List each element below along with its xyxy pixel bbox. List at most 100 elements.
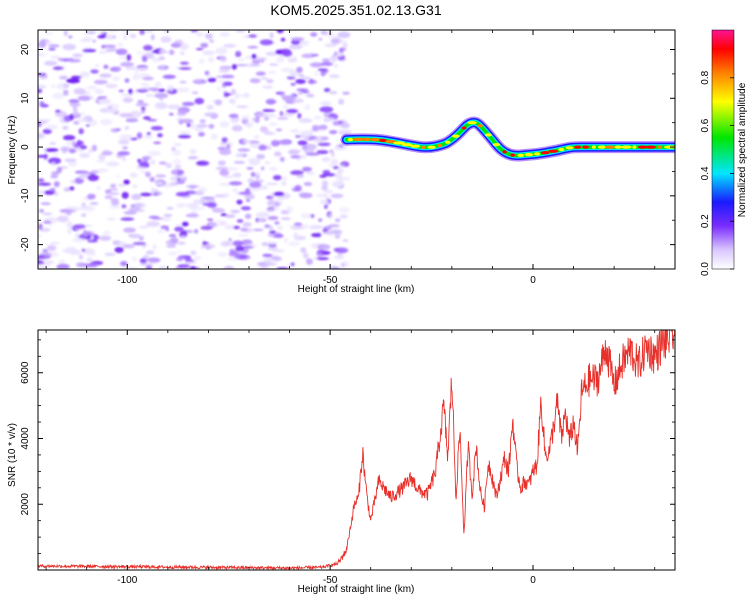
noise-blob xyxy=(219,182,231,187)
noise-blob xyxy=(296,66,303,73)
noise-blob xyxy=(296,41,310,44)
noise-blob xyxy=(313,115,322,120)
noise-blob xyxy=(107,192,120,196)
ridge-hotspot xyxy=(540,151,550,155)
noise-blob xyxy=(131,90,139,94)
noise-blob xyxy=(105,83,118,89)
noise-blob xyxy=(288,241,301,246)
noise-blob xyxy=(329,74,340,78)
noise-blob xyxy=(149,176,155,183)
noise-blob xyxy=(176,257,184,262)
noise-blob xyxy=(169,49,175,56)
noise-blob xyxy=(264,224,270,228)
noise-blob xyxy=(262,257,275,264)
noise-blob xyxy=(222,43,237,48)
noise-blob xyxy=(176,111,187,116)
noise-blob xyxy=(223,265,235,269)
noise-blob xyxy=(271,249,286,253)
noise-blob xyxy=(333,63,338,69)
noise-blob xyxy=(248,34,257,38)
noise-blob xyxy=(219,66,230,73)
noise-blob xyxy=(68,35,73,39)
noise-blob xyxy=(214,220,226,223)
noise-blob xyxy=(266,79,274,84)
ridge-hotspot xyxy=(597,145,607,149)
noise-blob xyxy=(154,81,162,88)
noise-blob xyxy=(66,78,81,84)
noise-blob xyxy=(300,212,311,219)
noise-blob xyxy=(150,187,155,194)
noise-blob xyxy=(273,151,282,157)
noise-blob xyxy=(50,174,59,179)
noise-blob xyxy=(223,81,233,87)
ridge-hotspot xyxy=(379,138,387,142)
noise-blob xyxy=(280,92,285,98)
noise-blob xyxy=(328,57,340,61)
noise-blob xyxy=(87,148,94,154)
noise-blob xyxy=(250,63,261,67)
noise-blob xyxy=(101,44,106,49)
noise-blob xyxy=(143,44,153,51)
spectrogram-heatmap xyxy=(38,30,675,269)
noise-blob xyxy=(128,234,142,239)
noise-blob xyxy=(325,117,335,122)
noise-blob xyxy=(309,225,323,230)
colorbar-label: Normalized spectral amplitude xyxy=(737,82,748,217)
noise-blob xyxy=(157,133,163,138)
noise-blob xyxy=(103,34,115,40)
noise-blob xyxy=(318,218,323,222)
noise-blob xyxy=(153,192,159,196)
y-tick-label: 10 xyxy=(20,92,31,104)
noise-blob xyxy=(171,149,182,156)
noise-blob xyxy=(112,76,120,82)
noise-blob xyxy=(296,157,302,161)
noise-blob xyxy=(145,171,151,178)
noise-blob xyxy=(268,63,279,66)
ridge-hotspot xyxy=(484,133,492,137)
noise-blob xyxy=(287,58,297,63)
x-tick-label: -50 xyxy=(323,275,338,286)
noise-blob xyxy=(63,83,69,88)
noise-blob xyxy=(273,233,284,238)
noise-blob xyxy=(195,32,204,37)
noise-blob xyxy=(146,221,161,227)
noise-blob xyxy=(208,223,223,227)
noise-blob xyxy=(166,245,177,248)
ridge-hotspot xyxy=(533,152,541,156)
noise-blob xyxy=(165,162,172,169)
noise-blob xyxy=(127,207,142,212)
noise-blob xyxy=(235,30,246,33)
noise-blob xyxy=(335,218,341,223)
spectrogram-x-label: Height of straight line (km) xyxy=(298,284,415,295)
noise-blob xyxy=(124,125,130,130)
noise-blob xyxy=(181,221,189,227)
noise-blob xyxy=(58,75,68,80)
noise-blob xyxy=(114,246,124,253)
noise-blob xyxy=(96,168,109,173)
noise-blob xyxy=(99,73,112,78)
noise-blob xyxy=(52,92,65,100)
noise-blob xyxy=(79,112,86,116)
noise-blob xyxy=(38,260,45,265)
noise-blob xyxy=(139,236,144,241)
noise-blob xyxy=(295,79,306,84)
noise-blob xyxy=(266,145,272,151)
noise-blob xyxy=(67,227,72,234)
noise-blob xyxy=(235,50,242,58)
noise-blob xyxy=(38,52,47,57)
noise-blob xyxy=(217,160,226,166)
noise-blob xyxy=(62,126,69,130)
noise-blob xyxy=(121,191,129,199)
noise-blob xyxy=(76,262,87,268)
noise-blob xyxy=(320,30,328,36)
noise-blob xyxy=(297,91,303,95)
noise-blob xyxy=(38,189,45,196)
y-tick-label: 4000 xyxy=(20,427,31,450)
noise-blob xyxy=(340,165,345,168)
noise-blob xyxy=(295,135,301,138)
noise-blob xyxy=(38,132,45,139)
noise-blob xyxy=(139,258,147,264)
noise-blob xyxy=(328,35,342,39)
noise-blob xyxy=(220,74,235,79)
